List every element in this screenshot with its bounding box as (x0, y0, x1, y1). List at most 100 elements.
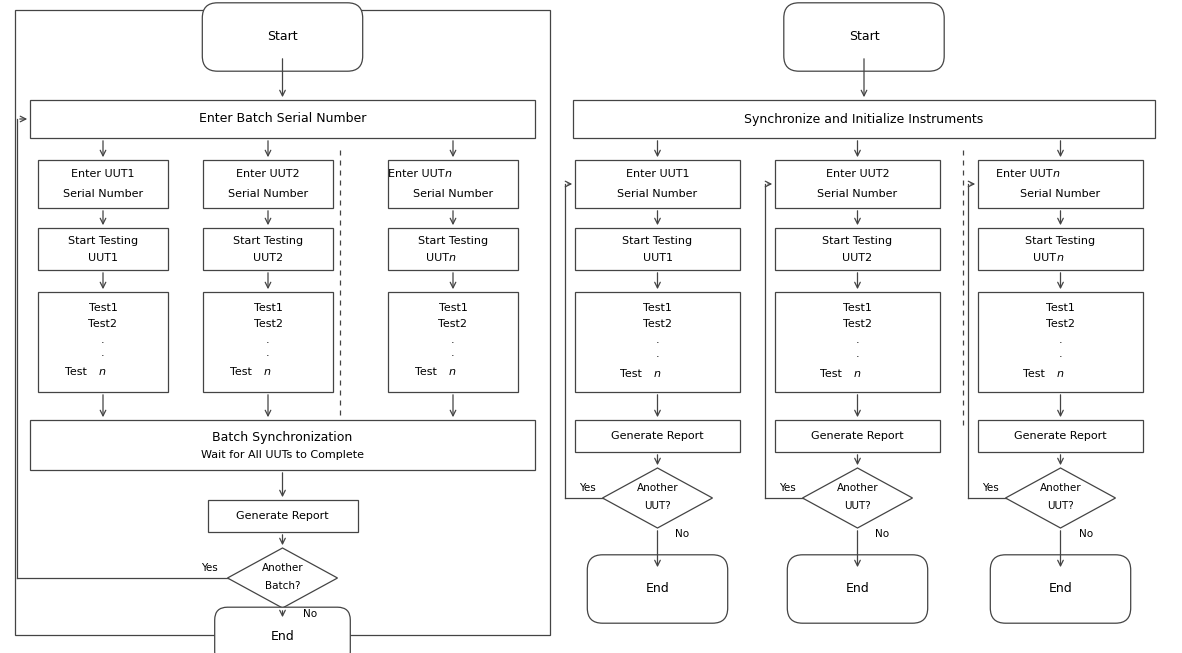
Text: .: . (1059, 349, 1063, 359)
Text: UUT?: UUT? (1047, 501, 1074, 511)
Text: .: . (102, 348, 105, 358)
Text: .: . (452, 335, 455, 345)
Text: Enter UUT1: Enter UUT1 (71, 169, 135, 179)
Text: Enter UUT2: Enter UUT2 (236, 169, 300, 179)
Text: End: End (645, 582, 669, 596)
Text: .: . (1059, 335, 1063, 345)
Text: UUT?: UUT? (644, 501, 671, 511)
Text: UUT: UUT (426, 253, 449, 263)
Text: .: . (266, 335, 269, 345)
Text: Batch Synchronization: Batch Synchronization (213, 430, 352, 443)
Text: Test2: Test2 (1046, 319, 1074, 329)
Text: Start: Start (849, 31, 879, 44)
Text: No: No (876, 529, 890, 539)
Text: Test: Test (819, 369, 842, 379)
Text: Serial Number: Serial Number (617, 189, 697, 199)
Text: UUT1: UUT1 (87, 253, 118, 263)
Bar (775, 420, 940, 452)
Bar (775, 228, 940, 270)
Text: Generate Report: Generate Report (611, 431, 703, 441)
FancyBboxPatch shape (991, 555, 1131, 623)
Text: Test: Test (230, 367, 252, 377)
Text: End: End (271, 629, 294, 643)
Bar (574, 420, 740, 452)
Bar (208, 500, 357, 532)
Text: Start Testing: Start Testing (1026, 236, 1096, 246)
Bar (978, 420, 1143, 452)
Text: n: n (1052, 169, 1059, 179)
Text: Serial Number: Serial Number (1020, 189, 1100, 199)
Bar (388, 160, 518, 208)
Text: Test1: Test1 (1046, 303, 1074, 313)
Text: n: n (1057, 253, 1064, 263)
Text: Serial Number: Serial Number (818, 189, 897, 199)
Text: Enter UUT: Enter UUT (996, 169, 1052, 179)
Bar (775, 160, 940, 208)
Text: UUT?: UUT? (844, 501, 871, 511)
Bar (15, 10, 550, 635)
Text: UUT2: UUT2 (253, 253, 282, 263)
Bar (203, 160, 333, 208)
Text: Start: Start (267, 31, 298, 44)
Bar (203, 292, 333, 392)
Text: Synchronize and Initialize Instruments: Synchronize and Initialize Instruments (745, 112, 983, 125)
FancyBboxPatch shape (587, 555, 728, 623)
Bar (978, 160, 1143, 208)
Bar (203, 228, 333, 270)
Text: n: n (264, 367, 271, 377)
Bar (573, 100, 1155, 138)
Bar (30, 420, 535, 470)
Text: End: End (845, 582, 870, 596)
Bar (978, 228, 1143, 270)
Text: Yes: Yes (579, 483, 596, 493)
Text: Another: Another (1040, 483, 1082, 493)
Text: Wait for All UUTs to Complete: Wait for All UUTs to Complete (201, 450, 364, 460)
Text: Generate Report: Generate Report (236, 511, 329, 521)
Polygon shape (1006, 468, 1116, 528)
Text: .: . (102, 335, 105, 345)
Text: Start Testing: Start Testing (418, 236, 488, 246)
Text: Test1: Test1 (254, 303, 282, 313)
Polygon shape (803, 468, 913, 528)
Text: Enter UUT2: Enter UUT2 (826, 169, 889, 179)
Polygon shape (603, 468, 713, 528)
Text: No: No (675, 529, 689, 539)
Text: Generate Report: Generate Report (811, 431, 904, 441)
Text: Test2: Test2 (253, 319, 282, 329)
Bar (574, 228, 740, 270)
Bar (388, 292, 518, 392)
Text: Serial Number: Serial Number (63, 189, 143, 199)
Text: Test2: Test2 (439, 319, 468, 329)
Text: Another: Another (837, 483, 878, 493)
Text: Test: Test (1022, 369, 1045, 379)
Text: .: . (856, 335, 859, 345)
Text: Another: Another (637, 483, 678, 493)
Text: Start Testing: Start Testing (623, 236, 693, 246)
Text: .: . (452, 348, 455, 358)
Bar (388, 228, 518, 270)
Text: Batch?: Batch? (265, 581, 300, 591)
Bar (38, 160, 168, 208)
FancyBboxPatch shape (202, 3, 363, 71)
Text: No: No (1078, 529, 1092, 539)
Text: n: n (1057, 369, 1064, 379)
Text: Serial Number: Serial Number (413, 189, 493, 199)
FancyBboxPatch shape (215, 607, 350, 653)
Bar (574, 292, 740, 392)
Text: Enter UUT1: Enter UUT1 (625, 169, 689, 179)
Text: Test1: Test1 (643, 303, 671, 313)
Text: n: n (99, 367, 106, 377)
Text: Yes: Yes (201, 563, 217, 573)
Text: Yes: Yes (982, 483, 999, 493)
Text: n: n (853, 369, 860, 379)
Text: Start Testing: Start Testing (823, 236, 892, 246)
Text: UUT: UUT (1033, 253, 1057, 263)
Text: Test1: Test1 (89, 303, 117, 313)
Text: Start Testing: Start Testing (67, 236, 138, 246)
FancyBboxPatch shape (787, 555, 928, 623)
Text: Test: Test (415, 367, 437, 377)
Text: .: . (656, 349, 660, 359)
Text: .: . (266, 348, 269, 358)
Text: Test2: Test2 (643, 319, 673, 329)
Bar (30, 100, 535, 138)
